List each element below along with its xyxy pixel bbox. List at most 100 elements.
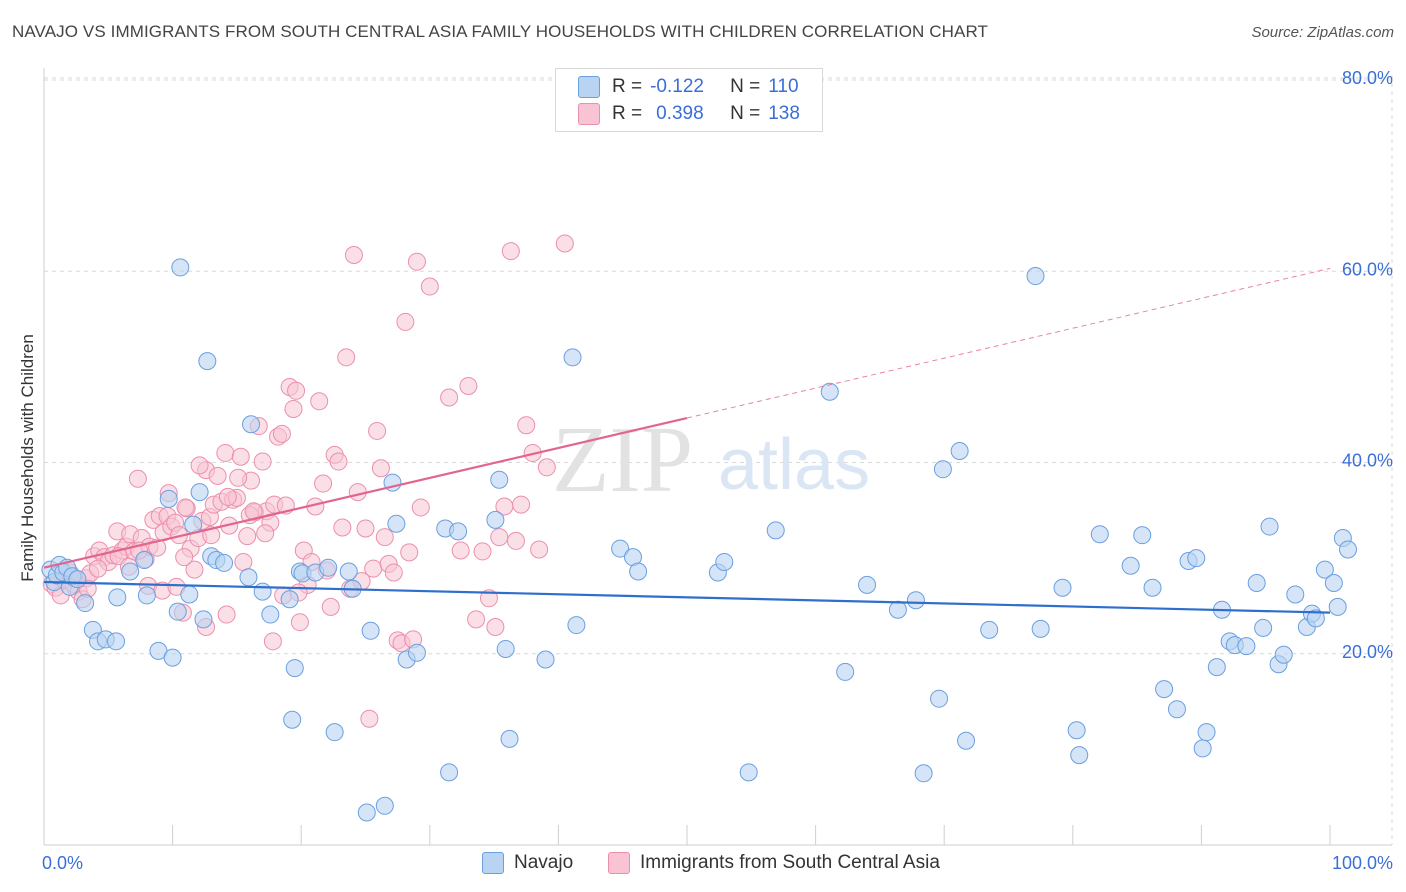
source-label: Source: ZipAtlas.com [1251, 24, 1394, 41]
data-point-navajo [387, 514, 406, 533]
data-point-navajo [950, 442, 969, 461]
data-point-immigrants [501, 242, 520, 261]
data-point-immigrants [185, 560, 204, 579]
data-point-navajo [611, 539, 630, 558]
data-point-navajo [449, 522, 468, 541]
data-point-immigrants [329, 452, 348, 471]
data-point-navajo [1315, 560, 1334, 579]
data-point-immigrants [356, 519, 375, 538]
data-point-navajo [567, 616, 586, 635]
data-point-immigrants [321, 597, 340, 616]
data-point-navajo [375, 796, 394, 815]
data-point-navajo [914, 764, 933, 783]
x-tick-label: 0.0% [42, 853, 83, 873]
data-point-navajo [163, 648, 182, 667]
navajo-legend-label: Navajo [514, 852, 574, 873]
trend-line-navajo [43, 580, 1331, 614]
data-point-navajo [1143, 578, 1162, 597]
data-point-navajo [253, 582, 272, 601]
data-point-immigrants [486, 617, 505, 636]
immigrants-r-label: R = [612, 103, 643, 124]
data-point-navajo [1121, 556, 1140, 575]
data-point-immigrants [333, 518, 352, 537]
data-point-navajo [1090, 525, 1109, 544]
data-point-navajo [159, 489, 178, 508]
data-point-navajo [858, 575, 877, 594]
data-point-navajo [1031, 619, 1050, 638]
data-point-immigrants [284, 399, 303, 418]
data-point-immigrants [407, 252, 426, 271]
data-point-immigrants [263, 632, 282, 651]
data-point-navajo [283, 710, 302, 729]
data-point-navajo [496, 639, 515, 658]
y-tick-label: 60.0% [1342, 259, 1393, 279]
data-point-navajo [1155, 680, 1174, 699]
data-point-immigrants [411, 498, 430, 517]
data-point-navajo [1324, 573, 1343, 592]
data-point-navajo [1133, 526, 1152, 545]
data-point-immigrants [360, 709, 379, 728]
data-point-navajo [766, 521, 785, 540]
data-point-immigrants [473, 542, 492, 561]
data-point-navajo [820, 382, 839, 401]
data-point-navajo [1286, 585, 1305, 604]
data-point-navajo [68, 570, 87, 589]
data-point-navajo [440, 763, 459, 782]
data-point-immigrants [256, 524, 275, 543]
y-tick-label: 80.0% [1342, 68, 1393, 88]
data-point-immigrants [555, 234, 574, 253]
navajo-n-label: N = [730, 76, 761, 97]
navajo-n-value: 110 [768, 76, 799, 97]
navajo-r-value: -0.122 [650, 76, 704, 97]
legend-row-immigrants: R = 0.398 N = 138 [578, 102, 800, 126]
data-point-immigrants [512, 495, 531, 514]
data-point-immigrants [375, 528, 394, 547]
data-point-immigrants [272, 424, 291, 443]
legend-item-immigrants[interactable]: Immigrants from South Central Asia [608, 852, 940, 874]
data-point-navajo [339, 562, 358, 581]
data-point-navajo [319, 558, 338, 577]
data-point-navajo [171, 258, 190, 277]
data-point-navajo [76, 594, 95, 613]
data-point-immigrants [231, 447, 250, 466]
data-point-navajo [715, 552, 734, 571]
data-point-navajo [930, 689, 949, 708]
data-point-navajo [1207, 658, 1226, 677]
data-point-navajo [1070, 746, 1089, 765]
data-point-navajo [180, 585, 199, 604]
data-point-navajo [957, 731, 976, 750]
data-point-navajo [906, 591, 925, 610]
data-point-immigrants [253, 452, 272, 471]
data-point-navajo [629, 562, 648, 581]
data-point-navajo [190, 483, 209, 502]
y-tick-label: 20.0% [1342, 642, 1393, 662]
legend-item-navajo[interactable]: Navajo [482, 852, 573, 874]
navajo-legend-swatch [482, 852, 504, 874]
data-point-immigrants [310, 392, 329, 411]
data-point-immigrants [368, 421, 387, 440]
immigrants-swatch [578, 103, 600, 125]
data-point-navajo [168, 602, 187, 621]
data-point-immigrants [314, 474, 333, 493]
legend-row-navajo: R = -0.122 N = 110 [578, 75, 799, 99]
data-point-navajo [215, 553, 234, 572]
data-point-navajo [137, 586, 156, 605]
navajo-swatch [578, 76, 600, 98]
data-point-immigrants [287, 381, 306, 400]
immigrants-legend-label: Immigrants from South Central Asia [640, 852, 940, 873]
data-point-navajo [280, 590, 299, 609]
data-point-navajo [1067, 721, 1086, 740]
data-point-immigrants [234, 552, 253, 571]
data-point-navajo [1187, 549, 1206, 568]
data-point-navajo [933, 460, 952, 479]
data-point-navajo [980, 620, 999, 639]
data-point-navajo [325, 723, 344, 742]
data-point-immigrants [530, 540, 549, 559]
data-point-immigrants [517, 416, 536, 435]
data-point-navajo [198, 352, 217, 371]
immigrants-legend-swatch [608, 852, 630, 874]
data-point-navajo [563, 348, 582, 367]
data-point-navajo [1254, 618, 1273, 637]
watermark-atlas: atlas [718, 425, 870, 505]
data-point-navajo [361, 621, 380, 640]
